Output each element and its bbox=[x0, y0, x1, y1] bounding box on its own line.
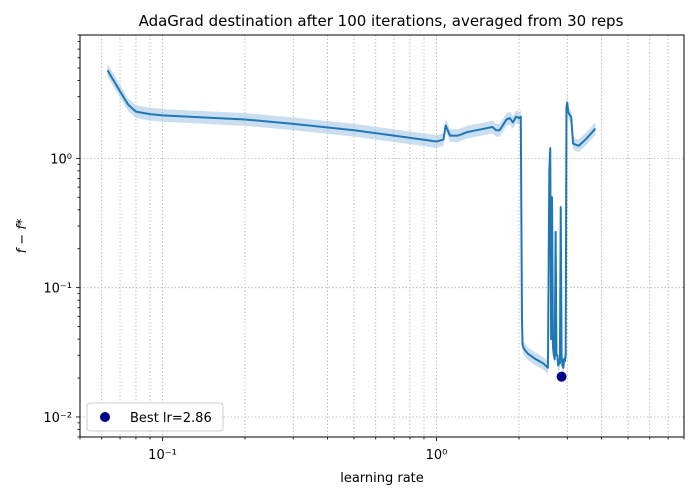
spread-band bbox=[107, 63, 596, 375]
series-layer bbox=[106, 69, 597, 369]
x-axis-ticks: 10⁻¹ 10⁰ bbox=[79, 437, 685, 463]
y-tick-label: 10⁻¹ bbox=[43, 282, 72, 297]
legend-box bbox=[86, 402, 224, 432]
y-axis-ticks: 10⁻² 10⁻¹ 10⁰ bbox=[43, 34, 80, 438]
legend-label: Best lr=2.86 bbox=[130, 411, 212, 426]
points-layer bbox=[556, 371, 567, 382]
legend: Best lr=2.86 bbox=[86, 402, 224, 432]
best-point-marker bbox=[556, 371, 567, 382]
legend-marker bbox=[100, 412, 110, 422]
x-tick-label: 10⁰ bbox=[426, 448, 448, 463]
y-tick-label: 10⁻² bbox=[43, 411, 72, 426]
chart-title: AdaGrad destination after 100 iterations… bbox=[139, 12, 624, 30]
x-tick-label: 10⁻¹ bbox=[148, 448, 177, 463]
series-spread-band bbox=[107, 63, 596, 375]
x-axis-label: learning rate bbox=[340, 471, 424, 486]
y-axis-label: f − f* bbox=[15, 218, 30, 253]
series-line bbox=[106, 69, 597, 369]
plot-frame bbox=[79, 34, 685, 438]
y-tick-label: 10⁰ bbox=[50, 152, 72, 167]
